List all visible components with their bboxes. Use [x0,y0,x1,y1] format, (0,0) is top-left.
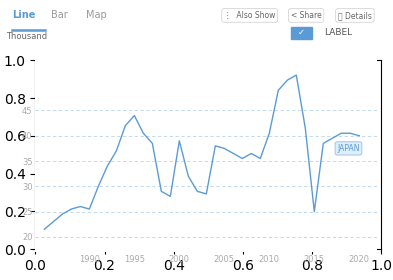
Text: LABEL: LABEL [324,28,352,38]
Text: JAPAN: JAPAN [337,144,360,153]
Text: ✓: ✓ [298,28,305,38]
Text: ⋮  Also Show: ⋮ Also Show [224,11,275,20]
Text: ⓘ Details: ⓘ Details [338,11,372,20]
Text: Map: Map [86,10,107,20]
Text: Line: Line [12,10,35,20]
Text: < Share: < Share [291,11,321,20]
Text: Thousand: Thousand [6,32,48,41]
FancyBboxPatch shape [291,27,312,39]
Text: Bar: Bar [51,10,68,20]
